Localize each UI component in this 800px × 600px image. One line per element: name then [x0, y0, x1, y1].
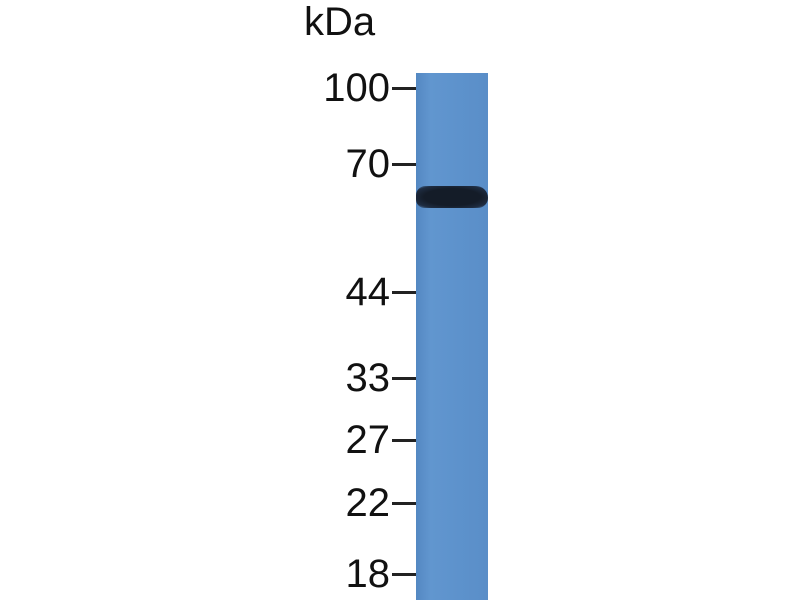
marker-label: 44: [345, 270, 391, 314]
marker-tick: [392, 501, 416, 505]
marker-18: 18: [250, 554, 416, 594]
marker-33: 33: [250, 358, 416, 398]
marker-44: 44: [250, 272, 416, 312]
marker-label: 22: [345, 481, 391, 525]
marker-27: 27: [250, 420, 416, 460]
marker-label: 33: [345, 356, 391, 400]
marker-label: 18: [345, 552, 391, 596]
marker-tick: [392, 376, 416, 380]
marker-tick: [392, 162, 416, 166]
marker-tick: [392, 438, 416, 442]
marker-22: 22: [250, 483, 416, 523]
unit-label: kDa: [304, 0, 376, 44]
marker-tick: [392, 572, 416, 576]
blot-lane: [416, 73, 488, 600]
marker-tick: [392, 86, 416, 90]
marker-70: 70: [250, 144, 416, 184]
marker-tick: [392, 290, 416, 294]
marker-label: 70: [345, 142, 391, 186]
marker-label: 100: [323, 66, 390, 110]
protein-band: [416, 186, 488, 209]
marker-label: 27: [345, 418, 391, 462]
marker-100: 100: [250, 68, 416, 108]
